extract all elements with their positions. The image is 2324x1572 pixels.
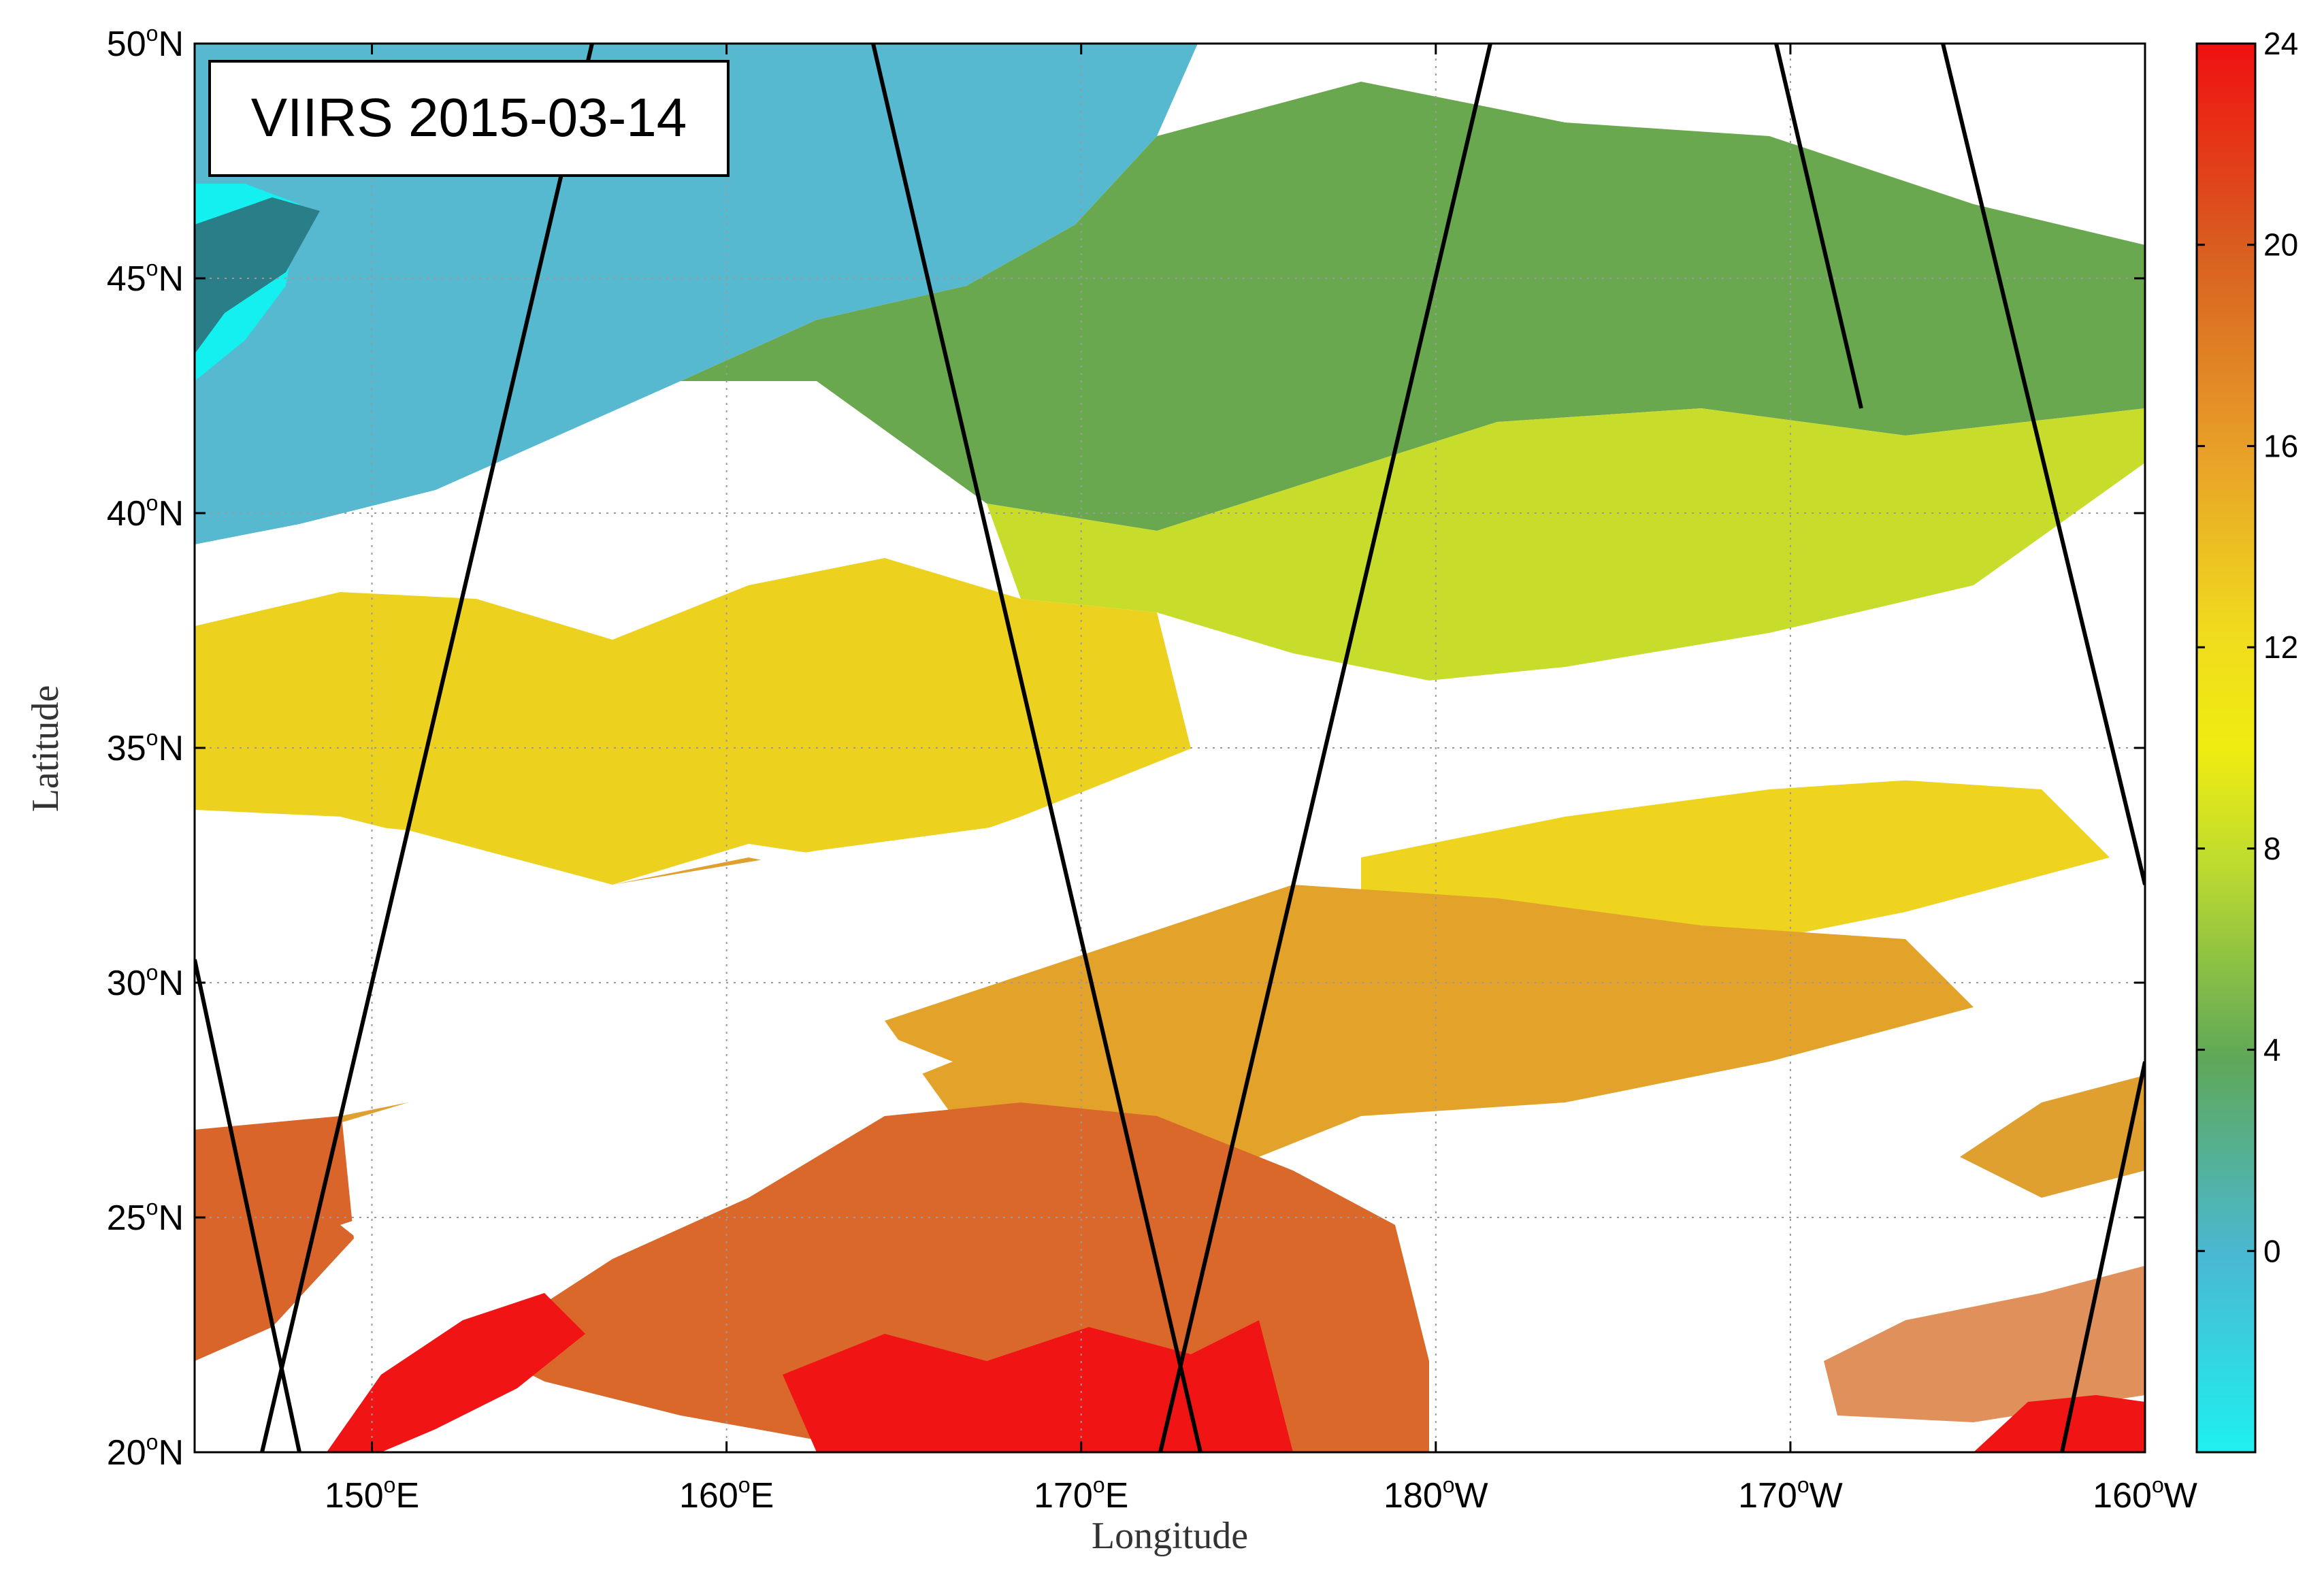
swath-edge-line-5 <box>1941 44 2145 885</box>
colorbar-tick-label: 8 <box>2263 831 2281 866</box>
colorbar-tick-label: 4 <box>2263 1032 2281 1068</box>
lon-tick-label: 160oW <box>2093 1473 2197 1516</box>
lon-tick-label: 150oE <box>325 1473 419 1516</box>
sst-region-green <box>681 82 2145 531</box>
sst-region-orange-central <box>885 885 1974 1170</box>
map-gridlines <box>195 44 2145 1452</box>
lat-tick-label: 50oN <box>107 21 184 64</box>
lon-tick-label: 180oW <box>1384 1473 1488 1516</box>
sst-region-orange-east <box>1960 1075 2145 1198</box>
swath-edge-line-3 <box>1158 44 1492 1452</box>
sst-region-yellow <box>195 558 1191 885</box>
y-axis-label: Latitude <box>24 685 67 813</box>
lon-tick-label: 170oW <box>1738 1473 1843 1516</box>
sst-region-yellowgreen <box>987 408 2145 681</box>
lat-tick-label: 40oN <box>107 491 184 534</box>
longitude-tick-labels: 150oE 160oE 170oE 180oW 170oW 160oW <box>325 44 2197 1516</box>
cloud-mask-streak-2 <box>340 1034 953 1279</box>
colorbar-tick-label: 20 <box>2263 227 2298 263</box>
x-axis-label: Longitude <box>1092 1515 1248 1557</box>
swath-edges <box>195 44 2145 1452</box>
lat-tick-label: 35oN <box>107 725 184 768</box>
swath-edge-line-4 <box>1774 44 1863 409</box>
colorbar-tick-labels: 0 4 8 12 16 20 24 <box>2197 26 2298 1268</box>
lat-tick-label: 25oN <box>107 1195 184 1238</box>
sst-region-red-west <box>327 1293 585 1452</box>
sst-region-darkorange-east <box>1824 1266 2145 1422</box>
cloud-mask-streak-1 <box>195 558 2145 1130</box>
colorbar-tick-label: 16 <box>2263 428 2298 463</box>
swath-edge-line-2 <box>871 44 1202 1452</box>
latitude-tick-labels: 20oN 25oN 30oN 35oN 40oN 45oN 50oN <box>107 21 2145 1473</box>
colorbar-tick-label: 0 <box>2263 1233 2281 1268</box>
title-box: VIIRS 2015-03-14 <box>208 60 730 177</box>
sst-map-area <box>195 44 2145 1452</box>
colorbar-tick-label: 24 <box>2263 26 2298 61</box>
swath-edge-line-7 <box>195 959 301 1452</box>
lat-tick-label: 30oN <box>107 960 184 1003</box>
colorbar: 0 4 8 12 16 20 24 <box>2195 26 2298 1454</box>
map-title: VIIRS 2015-03-14 <box>251 87 687 148</box>
title-box-frame <box>208 60 730 177</box>
colorbar-gradient <box>2195 42 2257 1454</box>
lat-tick-label: 20oN <box>107 1430 184 1473</box>
coast-dark-land <box>195 197 320 354</box>
lon-tick-label: 160oE <box>679 1473 774 1516</box>
sst-region-darkorange <box>195 1102 354 1361</box>
swath-edge-line-6 <box>2060 1061 2145 1452</box>
cloud-mask-streak-3 <box>1429 980 2145 1361</box>
sst-region-red-central <box>783 1320 1293 1452</box>
sst-region-red-east <box>1974 1395 2145 1452</box>
lon-tick-label: 170oE <box>1034 1473 1128 1516</box>
swath-edge-line-1 <box>260 44 594 1452</box>
colorbar-tick-label: 12 <box>2263 629 2298 665</box>
lat-tick-label: 45oN <box>107 256 184 299</box>
